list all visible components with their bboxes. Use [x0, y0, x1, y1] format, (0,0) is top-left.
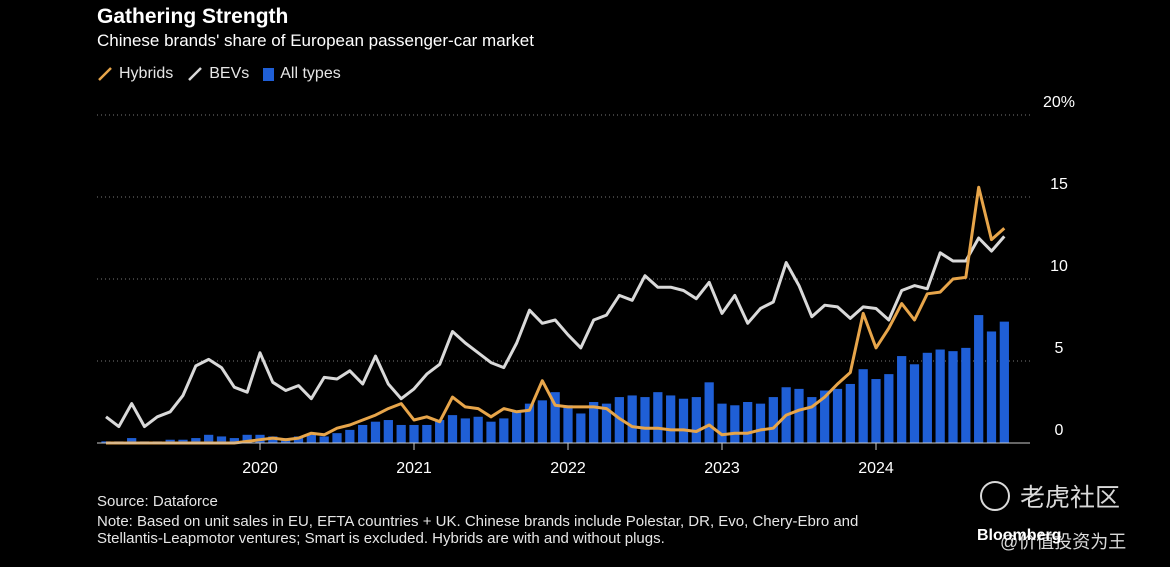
bloomberg-brand: Bloomberg [977, 527, 1062, 544]
bar-all-types [229, 438, 239, 443]
bar-all-types [550, 392, 560, 443]
bar-all-types [820, 390, 830, 443]
bar-all-types [576, 413, 586, 443]
y-tick-label: 20% [1043, 94, 1075, 111]
bar-all-types [974, 315, 984, 443]
y-tick-label: 15 [1050, 176, 1068, 193]
bar-all-types [383, 420, 393, 443]
bar-all-types [293, 436, 304, 443]
legend-label-bevs: BEVs [209, 65, 250, 82]
bar-all-types [999, 321, 1009, 443]
y-tick-label: 5 [1055, 340, 1064, 357]
bar-all-types [191, 438, 201, 443]
bar-all-types [127, 438, 137, 443]
bar-all-types [961, 347, 971, 443]
bar-all-types [948, 351, 958, 443]
bar-all-types [204, 434, 214, 443]
line-hybrids [106, 185, 1006, 445]
bar-all-types [499, 418, 509, 443]
bar-all-types [319, 436, 329, 443]
bar-all-types [704, 382, 714, 443]
bar-all-types [358, 424, 368, 443]
bar-all-types [165, 439, 175, 443]
x-tick-label: 2020 [242, 460, 278, 477]
legend-label-all-types: All types [280, 65, 341, 82]
bar-all-types [422, 424, 432, 443]
bar-all-types [922, 352, 932, 443]
source-text: Source: Dataforce [97, 493, 218, 510]
chart-subtitle: Chinese brands' share of European passen… [97, 31, 534, 50]
bar-all-types [717, 403, 727, 443]
bar-all-types [589, 402, 599, 443]
bar-all-types [832, 388, 843, 443]
watermark-tagline: @价值投资为王 [1000, 532, 1127, 552]
bar-all-types [743, 402, 753, 443]
bar-all-types [986, 331, 997, 443]
bar-all-types [871, 379, 881, 443]
bar-all-types [678, 398, 689, 443]
bar-all-types [858, 369, 868, 443]
bar-all-types [409, 424, 419, 443]
bar-all-types [730, 405, 740, 443]
bar-all-types [512, 411, 522, 443]
bar-all-types [794, 388, 804, 443]
y-tick-label: 0 [1055, 422, 1064, 439]
legend: Hybrids BEVs All types [97, 65, 355, 83]
legend-label-hybrids: Hybrids [119, 65, 174, 82]
bar-all-types [653, 392, 663, 443]
bar-all-types [601, 403, 612, 443]
bar-all-types [768, 397, 778, 443]
watermark-logo-icon [980, 481, 1010, 511]
watermark-name: 老虎社区 [1020, 484, 1121, 512]
line-bevs [105, 235, 1006, 429]
bar-all-types [755, 403, 766, 443]
bar-all-types [345, 429, 355, 443]
all-types-bars [101, 315, 1009, 443]
all-types-bar-icon [263, 67, 275, 81]
bar-all-types [460, 418, 470, 443]
bar-all-types [537, 400, 547, 443]
bar-all-types [242, 434, 252, 443]
bar-all-types [178, 439, 188, 443]
bar-all-types [370, 421, 381, 443]
watermark: 老虎社区 [980, 478, 1120, 514]
axes: 20% 15 10 5 0 2020 2021 2022 2023 2024 [97, 94, 1075, 477]
note-text: Note: Based on unit sales in EU, EFTA co… [97, 513, 859, 547]
bar-all-types [884, 374, 894, 443]
chart-title: Gathering Strength [97, 5, 289, 28]
legend-item-all-types: All types [263, 65, 341, 83]
bar-all-types [640, 397, 650, 443]
bar-all-types [897, 356, 907, 443]
series-lines [105, 185, 1006, 445]
bar-all-types [486, 421, 496, 443]
bar-all-types [306, 434, 316, 443]
x-tick-label: 2021 [396, 460, 432, 477]
x-tick-label: 2022 [550, 460, 586, 477]
bar-all-types [268, 436, 278, 443]
bar-all-types [396, 424, 406, 443]
legend-item-bevs: BEVs [187, 65, 249, 83]
y-tick-label: 10 [1050, 258, 1068, 275]
bar-all-types [563, 405, 573, 443]
bar-all-types [935, 349, 945, 443]
bar-all-types [627, 395, 637, 443]
bar-all-types [435, 420, 445, 443]
bar-all-types [909, 364, 920, 443]
bar-all-types [447, 415, 458, 443]
hybrids-line-icon [98, 67, 112, 81]
x-tick-label: 2024 [858, 460, 894, 477]
bar-all-types [845, 383, 855, 443]
bar-all-types [807, 397, 817, 443]
bar-all-types [216, 436, 227, 443]
bar-all-types [666, 395, 676, 443]
bevs-line-icon [188, 67, 203, 81]
x-tick-label: 2023 [704, 460, 740, 477]
bar-all-types [332, 433, 342, 443]
legend-item-hybrids: Hybrids [97, 65, 173, 83]
bar-all-types [691, 397, 701, 443]
bar-all-types [524, 403, 535, 443]
bar-all-types [473, 416, 483, 443]
